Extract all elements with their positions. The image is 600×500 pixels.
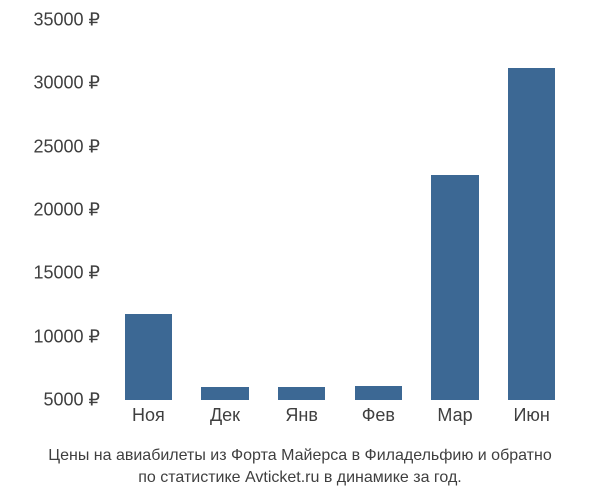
bar [355, 386, 403, 400]
bar [201, 387, 249, 400]
bar [431, 175, 479, 400]
bars-container [110, 20, 570, 400]
x-tick-label: Июн [513, 405, 549, 426]
price-chart: 5000 ₽ 10000 ₽ 15000 ₽ 20000 ₽ 25000 ₽ 30000 … [0, 0, 600, 500]
x-tick-label: Мар [437, 405, 472, 426]
y-tick-label: 25000 ₽ [0, 136, 100, 157]
y-axis: 5000 ₽10000 ₽15000 ₽20000 ₽25000 ₽30000 … [0, 20, 100, 400]
bar [508, 68, 556, 400]
x-tick-label: Фев [362, 405, 395, 426]
x-tick-label: Ноя [132, 405, 165, 426]
x-tick-label: Янв [285, 405, 318, 426]
y-tick-label: 15000 ₽ [0, 263, 100, 284]
x-axis: Ноя Дек Янв Фев Мар Июн [110, 405, 570, 435]
caption-line-1: Цены на авиабилеты из Форта Майерса в Фи… [0, 445, 600, 467]
y-tick-label: 5000 ₽ [0, 390, 100, 411]
y-tick-label: 20000 ₽ [0, 200, 100, 221]
y-tick-label: 10000 ₽ [0, 326, 100, 347]
y-tick-label: 35000 ₽ [0, 10, 100, 31]
plot-area [110, 20, 570, 400]
x-tick-label: Дек [210, 405, 240, 426]
bar [278, 387, 326, 400]
bar [125, 314, 173, 400]
y-tick-label: 30000 ₽ [0, 73, 100, 94]
caption-line-2: по статистике Avticket.ru в динамике за … [0, 467, 600, 489]
